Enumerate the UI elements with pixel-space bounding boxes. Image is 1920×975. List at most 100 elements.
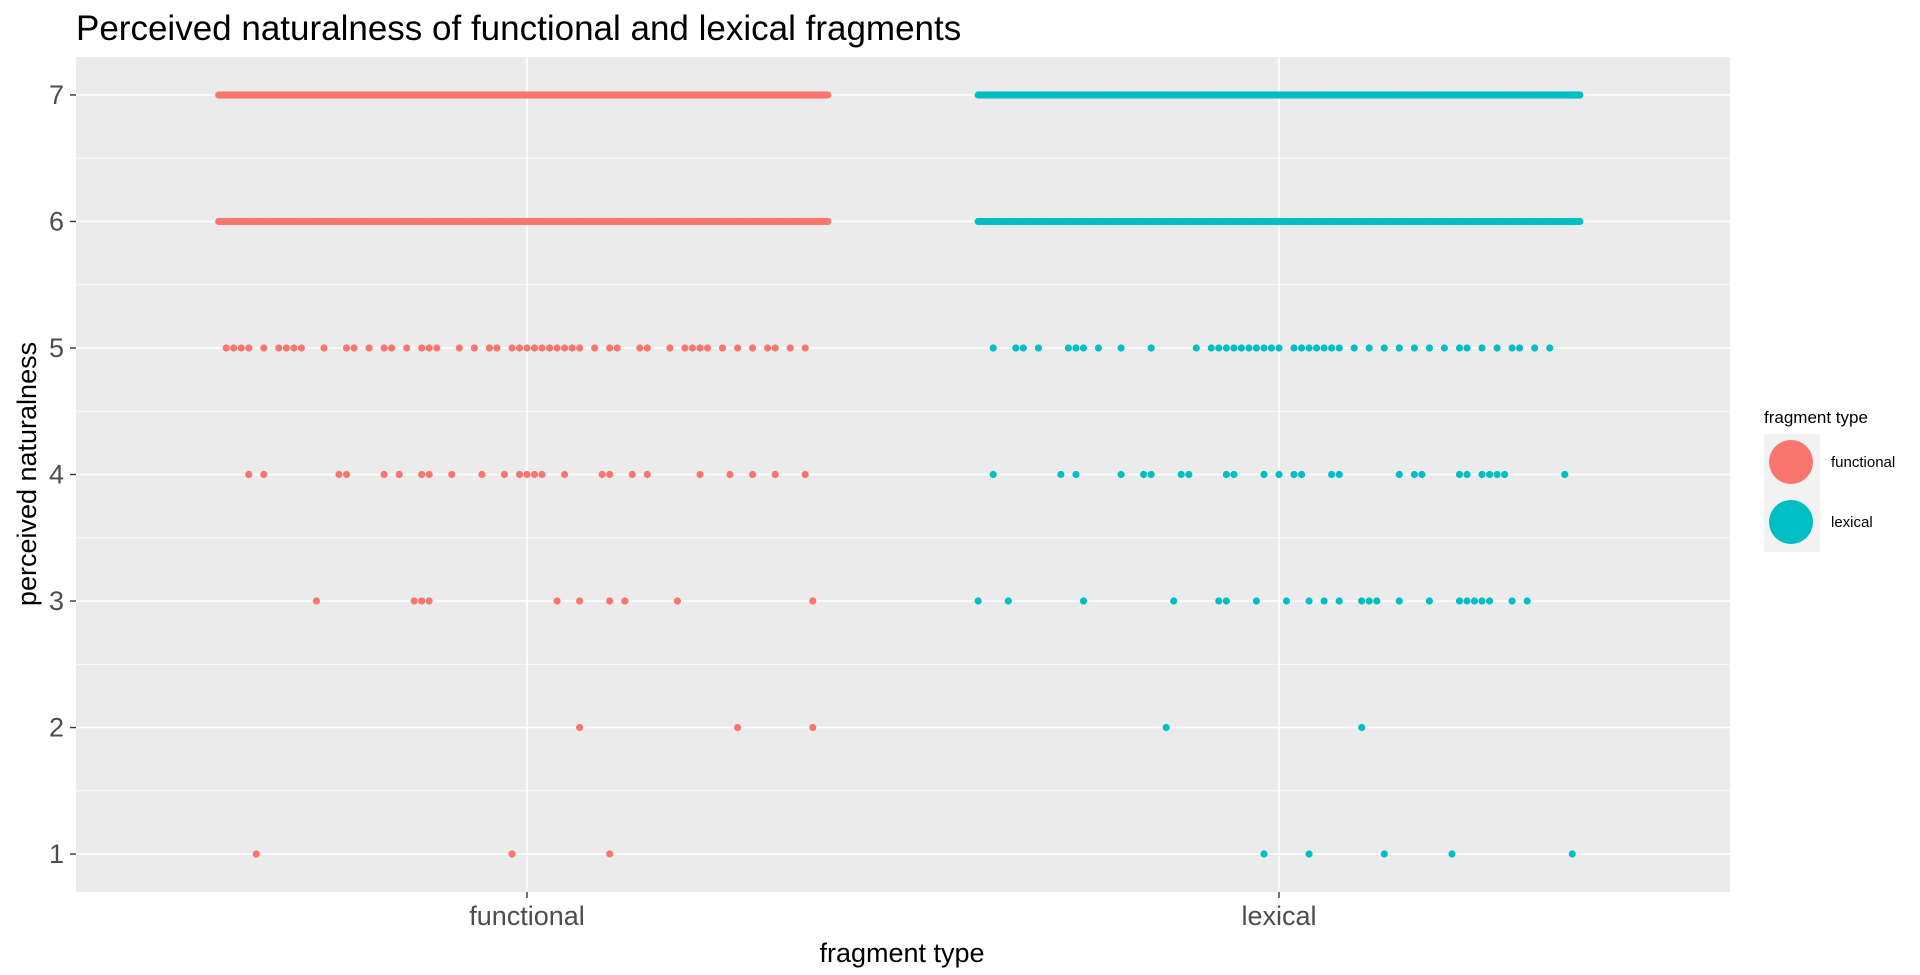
data-point [403,344,411,352]
y-axis-title: perceived naturalness [12,342,42,606]
data-point [1072,470,1080,479]
data-point [260,344,268,352]
data-point [1531,344,1539,352]
data-point [1057,470,1065,479]
data-point [252,850,260,858]
data-point [470,344,478,352]
data-point [1305,344,1313,352]
data-point [1275,344,1283,352]
data-point [546,344,554,352]
data-point [771,344,779,352]
data-point [1252,597,1260,605]
data-point [500,470,508,479]
data-point [1185,470,1193,479]
data-point [312,597,320,605]
data-point [523,470,531,479]
data-point [1516,344,1524,352]
data-point [275,344,283,352]
data-point [538,470,546,479]
data-point [703,344,712,352]
data-point [824,217,832,226]
data-point [1290,344,1298,352]
data-point [606,470,614,479]
data-point [1260,344,1268,352]
data-point [237,344,245,352]
data-point [734,344,742,352]
data-point [1486,597,1494,605]
data-point [1079,597,1088,605]
data-point [1380,850,1388,858]
data-point [553,344,561,352]
x-tick-label: lexical [1241,901,1316,931]
data-point [245,470,253,479]
data-point [342,344,351,352]
data-point [628,470,636,479]
data-point [1576,217,1584,226]
data-point [749,344,757,352]
legend-key-functional [1769,440,1813,484]
data-point [290,344,298,352]
x-axis: functional lexical [469,892,1317,931]
data-point [425,597,433,605]
data-point [606,597,614,605]
data-point [1455,470,1464,479]
data-point [576,597,584,605]
legend: fragment type functional lexical [1764,408,1895,552]
data-point [1561,470,1569,479]
data-point [1508,344,1516,352]
data-point [1305,850,1313,858]
data-point [718,344,727,352]
data-point [1455,344,1464,352]
data-point [1162,723,1170,732]
data-point [1410,470,1418,479]
data-point [809,723,817,732]
data-point [1222,597,1230,605]
data-point [1576,91,1584,99]
data-point [681,344,689,352]
data-point [418,597,426,605]
data-point [297,344,305,352]
data-point [1448,850,1456,858]
data-point [425,470,433,479]
data-point [1192,344,1200,352]
data-point [523,344,531,352]
data-point [282,344,290,352]
data-point [1260,850,1268,858]
x-tick-label: functional [469,901,585,931]
data-point [508,344,516,352]
legend-title: fragment type [1764,408,1868,427]
data-point [1260,470,1268,479]
data-point [1358,597,1366,605]
data-point [448,470,456,479]
data-point [1230,344,1238,352]
data-point [1245,344,1253,352]
data-point [388,344,396,352]
data-point [515,470,524,479]
data-point [1395,344,1403,352]
data-point [1365,597,1373,605]
data-point [1395,597,1403,605]
data-point [1290,470,1298,479]
data-point [1298,470,1306,479]
data-point [1034,344,1042,352]
data-point [1237,344,1245,352]
data-point [1117,344,1125,352]
y-tick-label: 3 [49,586,64,616]
data-point [350,344,358,352]
data-point [1365,344,1373,352]
data-point [425,344,433,352]
legend-label: lexical [1831,514,1873,531]
data-point [613,344,621,352]
y-tick-label: 7 [49,80,64,110]
chart-title: Perceived naturalness of functional and … [76,9,961,48]
data-point [598,470,606,479]
data-point [1358,723,1366,732]
data-point [1222,470,1230,479]
data-point [1335,470,1343,479]
y-tick-label: 4 [49,460,64,490]
data-point [576,723,584,732]
data-point [1455,597,1464,605]
data-point [538,344,546,352]
data-point [643,470,651,479]
